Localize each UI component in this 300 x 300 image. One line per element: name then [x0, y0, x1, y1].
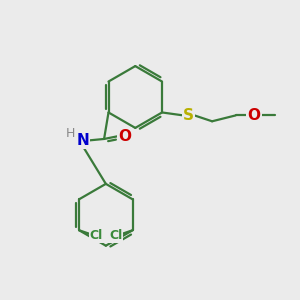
Text: N: N [76, 133, 89, 148]
Text: H: H [66, 127, 75, 140]
Text: Cl: Cl [89, 229, 103, 242]
Text: O: O [118, 128, 131, 143]
Text: S: S [183, 108, 194, 123]
Text: O: O [248, 108, 260, 123]
Text: Cl: Cl [109, 229, 122, 242]
